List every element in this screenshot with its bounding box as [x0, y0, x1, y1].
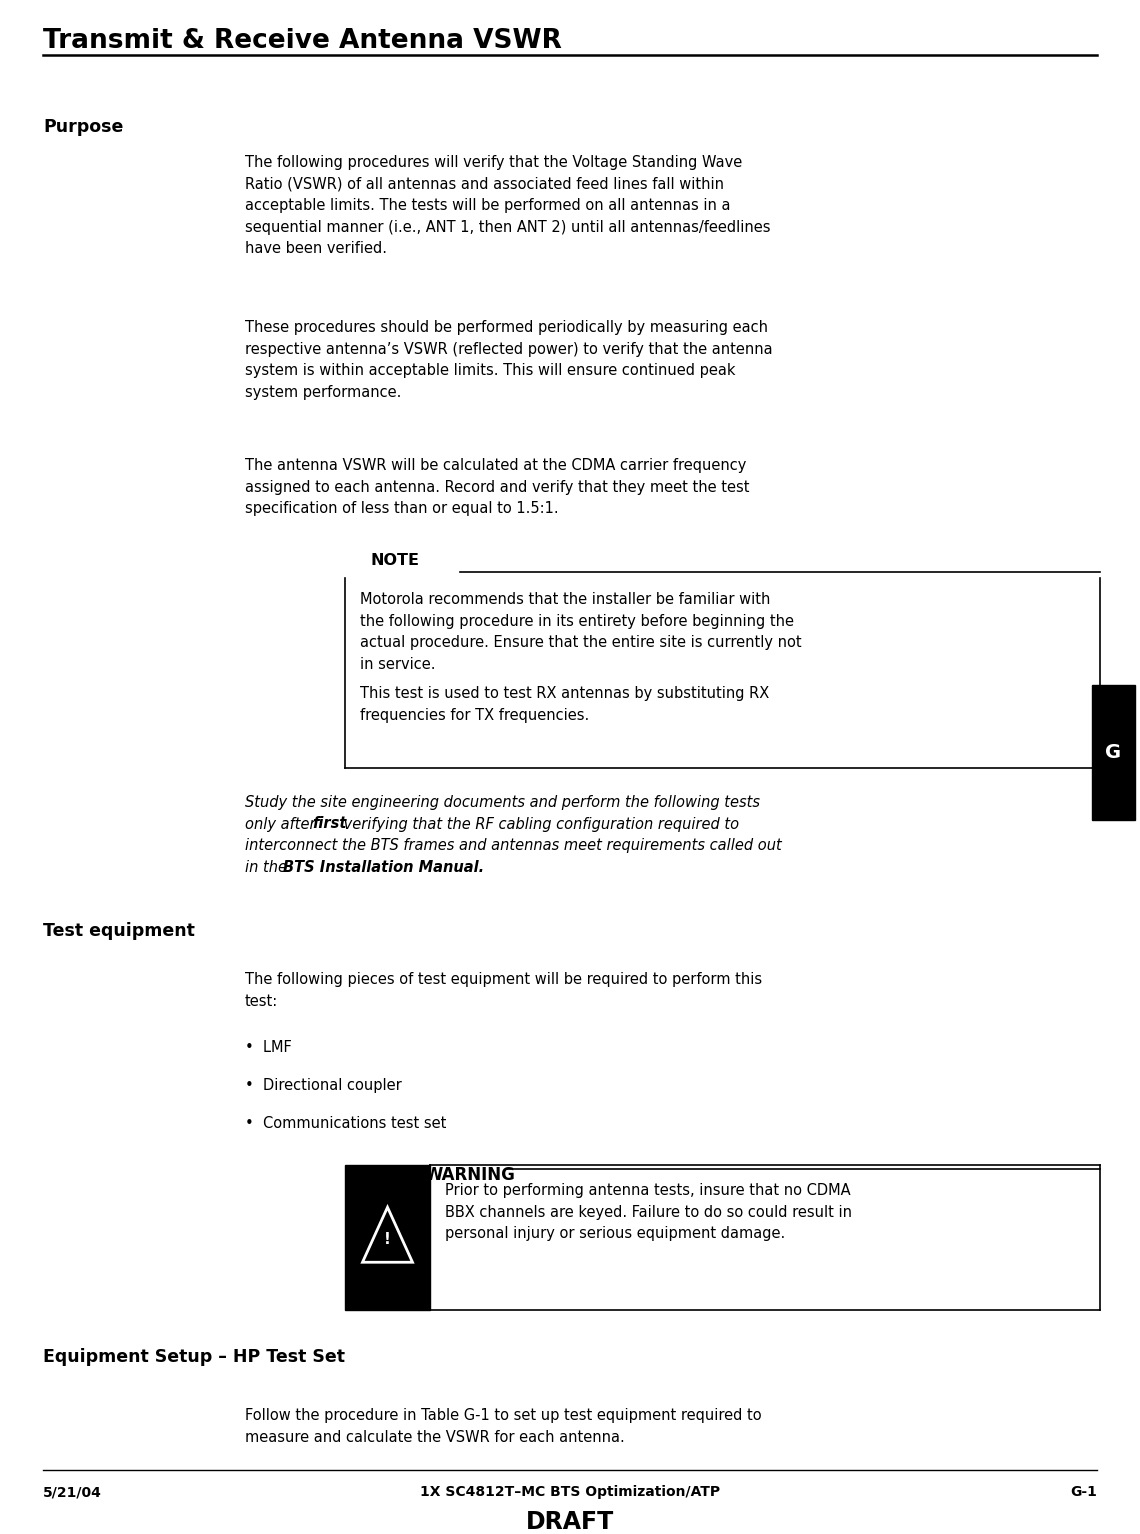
Text: Study the site engineering documents and perform the following tests: Study the site engineering documents and…	[245, 795, 760, 810]
Text: Follow the procedure in Table G-1 to set up test equipment required to
measure a: Follow the procedure in Table G-1 to set…	[245, 1408, 762, 1445]
Text: interconnect the BTS frames and antennas meet requirements called out: interconnect the BTS frames and antennas…	[245, 838, 782, 853]
Text: •  LMF: • LMF	[245, 1040, 292, 1055]
Text: !: !	[384, 1232, 391, 1247]
Text: Prior to performing antenna tests, insure that no CDMA
BBX channels are keyed. F: Prior to performing antenna tests, insur…	[445, 1183, 852, 1241]
Text: verifying that the RF cabling configuration required to: verifying that the RF cabling configurat…	[339, 816, 739, 831]
Text: Transmit & Receive Antenna VSWR: Transmit & Receive Antenna VSWR	[43, 28, 562, 54]
Text: Test equipment: Test equipment	[43, 922, 195, 940]
Text: DRAFT: DRAFT	[526, 1509, 614, 1534]
Text: 1X SC4812T–MC BTS Optimization/ATP: 1X SC4812T–MC BTS Optimization/ATP	[420, 1485, 720, 1499]
Text: The antenna VSWR will be calculated at the CDMA carrier frequency
assigned to ea: The antenna VSWR will be calculated at t…	[245, 459, 750, 517]
Text: in the: in the	[245, 859, 292, 874]
Text: The following procedures will verify that the Voltage Standing Wave
Ratio (VSWR): The following procedures will verify tha…	[245, 155, 771, 256]
Text: •  Directional coupler: • Directional coupler	[245, 1078, 402, 1094]
Text: Purpose: Purpose	[43, 118, 124, 137]
FancyBboxPatch shape	[1092, 686, 1135, 821]
Text: WARNING: WARNING	[424, 1166, 515, 1184]
Text: G-1: G-1	[1069, 1485, 1097, 1499]
Text: first: first	[312, 816, 347, 831]
Text: NOTE: NOTE	[370, 552, 420, 568]
Text: 5/21/04: 5/21/04	[43, 1485, 103, 1499]
Text: BTS Installation Manual.: BTS Installation Manual.	[283, 859, 484, 874]
Text: only after: only after	[245, 816, 320, 831]
Text: G: G	[1106, 742, 1122, 762]
Text: Equipment Setup – HP Test Set: Equipment Setup – HP Test Set	[43, 1348, 345, 1365]
Text: •  Communications test set: • Communications test set	[245, 1117, 447, 1131]
Text: These procedures should be performed periodically by measuring each
respective a: These procedures should be performed per…	[245, 321, 773, 400]
Text: The following pieces of test equipment will be required to perform this
test:: The following pieces of test equipment w…	[245, 973, 763, 1008]
FancyBboxPatch shape	[345, 1164, 430, 1310]
Text: Motorola recommends that the installer be familiar with
the following procedure : Motorola recommends that the installer b…	[360, 592, 801, 672]
Text: This test is used to test RX antennas by substituting RX
frequencies for TX freq: This test is used to test RX antennas by…	[360, 686, 770, 723]
